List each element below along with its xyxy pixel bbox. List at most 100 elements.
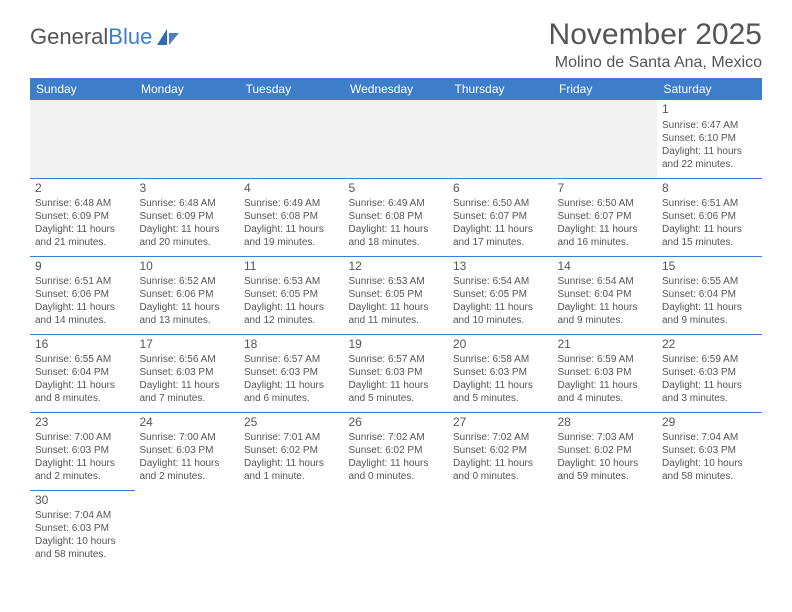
daylight-line-1: Daylight: 11 hours: [140, 301, 235, 314]
sunset-line: Sunset: 6:07 PM: [558, 210, 653, 223]
day-cell: 30Sunrise: 7:04 AMSunset: 6:03 PMDayligh…: [30, 490, 135, 568]
day-number: 17: [140, 337, 235, 353]
sunset-line: Sunset: 6:04 PM: [662, 288, 757, 301]
daylight-line-1: Daylight: 11 hours: [453, 223, 548, 236]
day-cell: 24Sunrise: 7:00 AMSunset: 6:03 PMDayligh…: [135, 412, 240, 490]
day-cell: 21Sunrise: 6:59 AMSunset: 6:03 PMDayligh…: [553, 334, 658, 412]
weekday-thursday: Thursday: [448, 78, 553, 100]
sunset-line: Sunset: 6:03 PM: [349, 366, 444, 379]
daylight-line-1: Daylight: 11 hours: [453, 457, 548, 470]
daylight-line-1: Daylight: 11 hours: [662, 379, 757, 392]
day-cell: 7Sunrise: 6:50 AMSunset: 6:07 PMDaylight…: [553, 178, 658, 256]
daylight-line-1: Daylight: 11 hours: [35, 379, 130, 392]
sunset-line: Sunset: 6:05 PM: [349, 288, 444, 301]
day-number: 21: [558, 337, 653, 353]
daylight-line-1: Daylight: 11 hours: [453, 379, 548, 392]
day-number: 28: [558, 415, 653, 431]
weekday-header-row: Sunday Monday Tuesday Wednesday Thursday…: [30, 78, 762, 100]
weekday-sunday: Sunday: [30, 78, 135, 100]
sunrise-line: Sunrise: 6:47 AM: [662, 119, 757, 132]
calendar-row: 16Sunrise: 6:55 AMSunset: 6:04 PMDayligh…: [30, 334, 762, 412]
daylight-line-1: Daylight: 11 hours: [35, 223, 130, 236]
day-cell: 2Sunrise: 6:48 AMSunset: 6:09 PMDaylight…: [30, 178, 135, 256]
daylight-line-2: and 1 minute.: [244, 470, 339, 483]
sunrise-line: Sunrise: 7:02 AM: [349, 431, 444, 444]
sunset-line: Sunset: 6:03 PM: [140, 444, 235, 457]
sunset-line: Sunset: 6:05 PM: [244, 288, 339, 301]
calendar-row: 1Sunrise: 6:47 AMSunset: 6:10 PMDaylight…: [30, 100, 762, 178]
day-cell: 11Sunrise: 6:53 AMSunset: 6:05 PMDayligh…: [239, 256, 344, 334]
day-number: 27: [453, 415, 548, 431]
empty-cell: [344, 100, 449, 178]
day-number: 2: [35, 181, 130, 197]
daylight-line-1: Daylight: 11 hours: [662, 301, 757, 314]
sunset-line: Sunset: 6:06 PM: [140, 288, 235, 301]
daylight-line-2: and 9 minutes.: [558, 314, 653, 327]
day-number: 6: [453, 181, 548, 197]
sunset-line: Sunset: 6:03 PM: [662, 444, 757, 457]
day-cell: 16Sunrise: 6:55 AMSunset: 6:04 PMDayligh…: [30, 334, 135, 412]
daylight-line-2: and 2 minutes.: [140, 470, 235, 483]
sunset-line: Sunset: 6:03 PM: [35, 444, 130, 457]
sunrise-line: Sunrise: 6:56 AM: [140, 353, 235, 366]
day-cell: 28Sunrise: 7:03 AMSunset: 6:02 PMDayligh…: [553, 412, 658, 490]
sunrise-line: Sunrise: 6:57 AM: [244, 353, 339, 366]
sunset-line: Sunset: 6:09 PM: [35, 210, 130, 223]
daylight-line-1: Daylight: 11 hours: [558, 223, 653, 236]
daylight-line-1: Daylight: 11 hours: [349, 379, 444, 392]
day-number: 1: [662, 102, 757, 118]
sunrise-line: Sunrise: 6:49 AM: [349, 197, 444, 210]
sunrise-line: Sunrise: 6:54 AM: [558, 275, 653, 288]
sunrise-line: Sunrise: 7:00 AM: [35, 431, 130, 444]
day-cell: 12Sunrise: 6:53 AMSunset: 6:05 PMDayligh…: [344, 256, 449, 334]
daylight-line-1: Daylight: 11 hours: [558, 301, 653, 314]
empty-cell: [553, 100, 658, 178]
sunset-line: Sunset: 6:03 PM: [35, 522, 130, 535]
sunrise-line: Sunrise: 6:51 AM: [662, 197, 757, 210]
daylight-line-2: and 12 minutes.: [244, 314, 339, 327]
sunrise-line: Sunrise: 6:55 AM: [662, 275, 757, 288]
day-cell: 27Sunrise: 7:02 AMSunset: 6:02 PMDayligh…: [448, 412, 553, 490]
daylight-line-2: and 7 minutes.: [140, 392, 235, 405]
daylight-line-2: and 20 minutes.: [140, 236, 235, 249]
day-number: 11: [244, 259, 339, 275]
empty-cell: [239, 490, 344, 568]
sunrise-line: Sunrise: 6:48 AM: [140, 197, 235, 210]
calendar-row: 30Sunrise: 7:04 AMSunset: 6:03 PMDayligh…: [30, 490, 762, 568]
day-number: 29: [662, 415, 757, 431]
day-number: 22: [662, 337, 757, 353]
daylight-line-1: Daylight: 11 hours: [140, 379, 235, 392]
page-title: November 2025: [549, 18, 762, 52]
sail-icon: [155, 27, 181, 47]
day-number: 5: [349, 181, 444, 197]
sunset-line: Sunset: 6:04 PM: [558, 288, 653, 301]
sunset-line: Sunset: 6:04 PM: [35, 366, 130, 379]
weekday-monday: Monday: [135, 78, 240, 100]
day-number: 8: [662, 181, 757, 197]
weekday-tuesday: Tuesday: [239, 78, 344, 100]
day-number: 3: [140, 181, 235, 197]
empty-cell: [448, 490, 553, 568]
calendar-row: 2Sunrise: 6:48 AMSunset: 6:09 PMDaylight…: [30, 178, 762, 256]
day-number: 18: [244, 337, 339, 353]
day-cell: 9Sunrise: 6:51 AMSunset: 6:06 PMDaylight…: [30, 256, 135, 334]
daylight-line-1: Daylight: 11 hours: [35, 457, 130, 470]
day-cell: 3Sunrise: 6:48 AMSunset: 6:09 PMDaylight…: [135, 178, 240, 256]
sunrise-line: Sunrise: 6:59 AM: [558, 353, 653, 366]
sunset-line: Sunset: 6:07 PM: [453, 210, 548, 223]
day-number: 7: [558, 181, 653, 197]
daylight-line-1: Daylight: 11 hours: [349, 223, 444, 236]
daylight-line-1: Daylight: 11 hours: [244, 457, 339, 470]
day-number: 4: [244, 181, 339, 197]
sunset-line: Sunset: 6:08 PM: [244, 210, 339, 223]
daylight-line-1: Daylight: 11 hours: [140, 223, 235, 236]
day-number: 10: [140, 259, 235, 275]
day-cell: 8Sunrise: 6:51 AMSunset: 6:06 PMDaylight…: [657, 178, 762, 256]
daylight-line-1: Daylight: 11 hours: [244, 223, 339, 236]
daylight-line-1: Daylight: 10 hours: [35, 535, 130, 548]
sunset-line: Sunset: 6:03 PM: [140, 366, 235, 379]
daylight-line-2: and 15 minutes.: [662, 236, 757, 249]
day-number: 30: [35, 493, 130, 509]
sunrise-line: Sunrise: 6:48 AM: [35, 197, 130, 210]
sunset-line: Sunset: 6:02 PM: [349, 444, 444, 457]
